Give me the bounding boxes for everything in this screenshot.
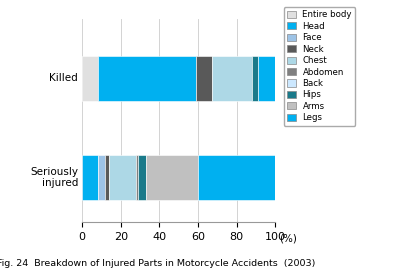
Bar bbox=[146, 155, 198, 200]
Bar bbox=[109, 155, 136, 200]
Bar bbox=[98, 155, 105, 200]
Bar bbox=[105, 155, 109, 200]
Bar bbox=[258, 56, 275, 101]
Bar bbox=[196, 56, 212, 101]
Bar bbox=[136, 155, 138, 200]
Text: Fig. 24  Breakdown of Injured Parts in Motorcycle Accidents  (2003): Fig. 24 Breakdown of Injured Parts in Mo… bbox=[0, 259, 315, 268]
Bar bbox=[82, 56, 98, 101]
Text: (%): (%) bbox=[279, 233, 297, 243]
Bar bbox=[138, 155, 146, 200]
Bar bbox=[212, 56, 252, 101]
Legend: Entire body, Head, Face, Neck, Chest, Abdomen, Back, Hips, Arms, Legs: Entire body, Head, Face, Neck, Chest, Ab… bbox=[284, 7, 356, 125]
Bar bbox=[98, 56, 196, 101]
Bar bbox=[252, 56, 258, 101]
Bar bbox=[82, 155, 98, 200]
Bar bbox=[198, 155, 275, 200]
